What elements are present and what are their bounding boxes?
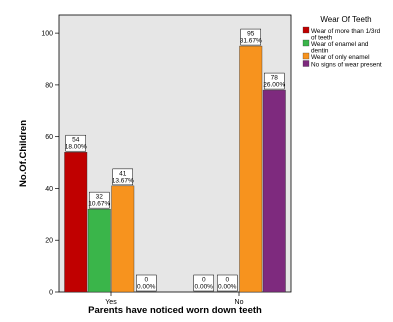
data-label-percent: 0.00% xyxy=(195,284,214,291)
data-label-count: 95 xyxy=(247,31,255,38)
data-label-percent: 31.67% xyxy=(240,38,262,45)
y-tick-label: 80 xyxy=(45,82,53,89)
bar xyxy=(87,208,111,293)
legend-swatch xyxy=(302,60,310,67)
data-label-percent: 0.00% xyxy=(137,284,156,291)
data-label-count: 32 xyxy=(96,194,104,201)
data-label-percent: 26.00% xyxy=(263,82,285,89)
x-tick-label: Yes xyxy=(105,299,117,306)
y-tick-label: 40 xyxy=(45,186,53,193)
bar xyxy=(239,45,263,293)
legend-swatch xyxy=(302,52,310,60)
y-axis-title: No.Of.Children xyxy=(18,120,29,187)
x-tick-label: No xyxy=(235,299,244,306)
legend-swatch xyxy=(302,39,310,47)
legend: Wear Of Teeth Wear of more than 1/3rd of … xyxy=(302,15,382,69)
data-labels: 5418.00%3210.67%4113.67%00.00%00.00%00.0… xyxy=(65,28,285,292)
data-label-count: 41 xyxy=(119,170,127,177)
data-label-count: 0 xyxy=(225,277,229,284)
legend-label: Wear of enamel and dentin xyxy=(311,41,369,55)
data-label-box xyxy=(240,28,261,46)
data-label-box xyxy=(264,72,285,90)
legend-swatch xyxy=(302,26,310,34)
legend-label: Wear of more than 1/3rd of teeth xyxy=(311,28,381,42)
data-label-box xyxy=(193,274,214,292)
data-label-count: 0 xyxy=(202,277,206,284)
bars xyxy=(64,45,286,293)
data-label-percent: 13.67% xyxy=(112,177,134,184)
data-label-box xyxy=(89,191,110,209)
legend-title: Wear Of Teeth xyxy=(320,15,371,24)
data-label-percent: 18.00% xyxy=(65,144,87,151)
legend-label: Wear of only enamel xyxy=(311,54,370,61)
data-label-percent: 10.67% xyxy=(88,201,110,208)
data-label-box xyxy=(136,274,157,292)
x-axis-title: Parents have noticed worn down teeth xyxy=(88,305,262,316)
data-label-box xyxy=(112,168,133,186)
axes: 0 20 40 60 80 100 Yes No xyxy=(41,31,243,306)
data-label-count: 78 xyxy=(271,75,279,82)
data-label-box xyxy=(217,274,238,292)
y-tick-label: 20 xyxy=(45,238,53,245)
data-label-percent: 0.00% xyxy=(218,284,237,291)
y-tick-label: 60 xyxy=(45,134,53,141)
bar xyxy=(64,152,88,293)
legend-label: No signs of wear present xyxy=(311,62,382,69)
y-tick-label: 0 xyxy=(49,290,53,297)
bar xyxy=(111,185,135,293)
data-label-count: 54 xyxy=(72,137,80,144)
y-tick-label: 100 xyxy=(41,31,53,38)
bar xyxy=(262,89,286,293)
data-label-count: 0 xyxy=(144,277,148,284)
data-label-box xyxy=(65,134,86,152)
